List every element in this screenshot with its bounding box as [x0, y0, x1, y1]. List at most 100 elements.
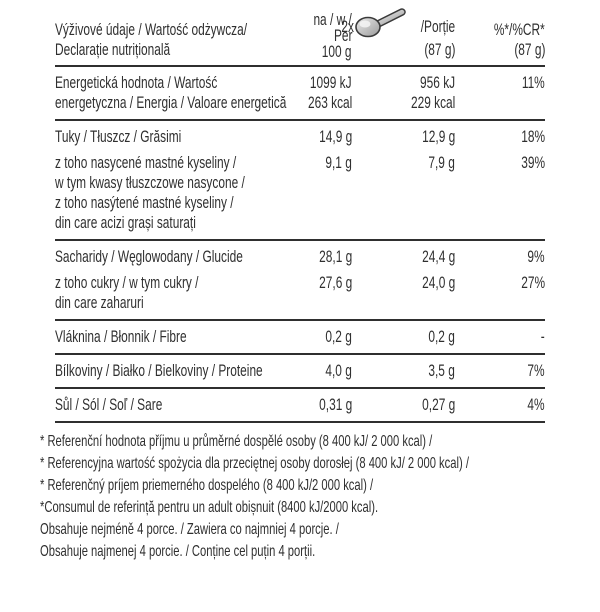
value-per-portion: 24,4 g [352, 247, 455, 267]
nutrition-table: Výživové údaje / Wartość odżywcza/ Decla… [55, 7, 545, 423]
footnote: * Referenčný príjem priemerného dospeléh… [40, 475, 600, 497]
row-group: Bílkoviny / Białko / Bielkoviny / Protei… [55, 355, 545, 389]
nutrient-label: z toho cukry / w tym cukry / din care zah… [55, 273, 252, 313]
value-per-100g: 0,2 g [252, 327, 352, 347]
table-row: z toho cukry / w tym cukry / din care zah… [55, 273, 545, 313]
nutrient-label-line-text: z toho nasýtené mastné kyseliny / [55, 193, 234, 212]
per-portion-value: 12,9 g [352, 127, 455, 147]
percent-value: 4% [455, 395, 545, 415]
value-per-portion: 0,2 g [352, 327, 455, 347]
percent-value: - [455, 327, 545, 347]
percent-weight: (87 g) [513, 40, 545, 59]
header-portion: 2x /Porție [341, 7, 455, 60]
footnote: *Consumul de referință pentru un adult o… [40, 497, 600, 519]
per-portion-value-text: 12,9 g [421, 127, 455, 146]
value-percent: 27% [455, 273, 545, 293]
value-per-100g: 9,1 g [252, 153, 352, 173]
percent-value-text: 18% [521, 127, 545, 146]
percent-value: 27% [455, 273, 545, 293]
per-100g-value-text: 0,31 g [318, 395, 352, 414]
value-per-100g: 4,0 g [252, 361, 352, 381]
footnote: * Referencyjna wartość spożycia dla prze… [40, 453, 600, 475]
footnotes: * Referenční hodnota příjmu u průměrné d… [40, 431, 600, 563]
table-row: Tuky / Tłuszcz / Grăsimi 14,9 g 12,9 g 18% [55, 127, 545, 147]
value-per-100g: 14,9 g [252, 127, 352, 147]
nutrient-label-line: Bílkoviny / Białko / Bielkoviny / Protei… [55, 361, 263, 381]
percent-value-text: 11% [522, 73, 545, 92]
per-portion-value: 0,2 g [352, 327, 455, 347]
per-portion-value: 956 kJ [352, 73, 455, 93]
per-portion-value-text: 24,0 g [421, 273, 455, 292]
per-portion-value: 7,9 g [352, 153, 455, 173]
nutrient-label-line-text: Sacharidy / Węglowodany / Glucide [55, 247, 243, 266]
value-percent: 9% [455, 247, 545, 267]
nutrient-label-line-text: z toho cukry / w tym cukry / [55, 273, 199, 292]
nutrient-label-line-text: energetyczna / Energia / Valoare energet… [55, 93, 287, 112]
nutrient-label: Bílkoviny / Białko / Bielkoviny / Protei… [55, 361, 263, 381]
per-100g-value: 0,2 g [252, 327, 352, 347]
nutrient-label: Sůl / Sól / Soľ / Sare [55, 395, 252, 415]
per-portion-value: 229 kcal [352, 93, 455, 113]
per-100g-value-text: 4,0 g [325, 361, 352, 380]
per-100g-value: 9,1 g [252, 153, 352, 173]
per-portion-value-text: 229 kcal [410, 93, 455, 112]
nutrient-label: z toho nasycené mastné kyseliny / w tym k… [55, 153, 252, 233]
per100-line: 100 g [322, 42, 352, 61]
value-per-100g: 27,6 g [252, 273, 352, 293]
percent-value: 9% [455, 247, 545, 267]
percent-value: 7% [455, 361, 545, 381]
value-per-portion: 12,9 g [352, 127, 455, 147]
value-percent: 11% [455, 73, 545, 93]
table-row: Vláknina / Błonnik / Fibre 0,2 g 0,2 g - [55, 327, 545, 347]
value-per-100g: 28,1 g [252, 247, 352, 267]
portion-qty: 2x [341, 17, 354, 36]
per-100g-value-text: 1099 kJ [310, 73, 352, 92]
footnote: Obsahuje najmenej 4 porcie. / Conține ce… [40, 541, 600, 563]
table-row: Energetická hodnota / Wartość energetyczn… [55, 73, 545, 113]
per-portion-value-text: 0,27 g [421, 395, 455, 414]
value-per-100g: 0,31 g [252, 395, 352, 415]
per-portion-value-text: 24,4 g [421, 247, 455, 266]
nutrient-label-line-text: z toho nasycené mastné kyseliny / [55, 153, 237, 172]
table-row: Sacharidy / Węglowodany / Glucide 28,1 g 2… [55, 247, 545, 267]
percent-value: 18% [455, 127, 545, 147]
nutrient-label-line: Tuky / Tłuszcz / Grăsimi [55, 127, 252, 147]
per-portion-value: 3,5 g [352, 361, 455, 381]
nutrient-label-line-text: Tuky / Tłuszcz / Grăsimi [55, 127, 182, 146]
footnote: Obsahuje nejméně 4 porce. / Zawiera co n… [40, 519, 600, 541]
row-group: Vláknina / Błonnik / Fibre 0,2 g 0,2 g - [55, 321, 545, 355]
row-group: Tuky / Tłuszcz / Grăsimi 14,9 g 12,9 g 18% z… [55, 121, 545, 241]
table-header: Výživové údaje / Wartość odżywcza/ Decla… [55, 7, 545, 67]
nutrient-label-line-text: w tym kwasy tłuszczowe nasycone / [55, 173, 245, 192]
per-portion-value-text: 7,9 g [428, 153, 455, 172]
per100-line: na / w / [313, 10, 352, 29]
value-per-portion: 0,27 g [352, 395, 455, 415]
per-100g-value: 4,0 g [252, 361, 352, 381]
nutrient-label: Vláknina / Błonnik / Fibre [55, 327, 252, 347]
value-percent: - [455, 327, 545, 347]
portion-label: /Porție [420, 17, 455, 36]
percent-value: 11% [455, 73, 545, 93]
nutrient-label-line: din care zaharuri [55, 293, 252, 313]
table-row: Bílkoviny / Białko / Bielkoviny / Protei… [55, 361, 545, 381]
percent-value-text: 4% [527, 395, 545, 414]
per-portion-value: 24,4 g [352, 247, 455, 267]
nutrient-label: Tuky / Tłuszcz / Grăsimi [55, 127, 252, 147]
nutrient-label-line-text: Vláknina / Błonnik / Fibre [55, 327, 187, 346]
nutrient-label-line: Vláknina / Błonnik / Fibre [55, 327, 252, 347]
row-group: Energetická hodnota / Wartość energetyczn… [55, 67, 545, 121]
per-100g-value: 28,1 g [252, 247, 352, 267]
footnote: * Referenční hodnota příjmu u průměrné d… [40, 431, 600, 453]
footnote-text: *Consumul de referință pentru un adult o… [40, 499, 379, 516]
percent-label: %*/%CR* [494, 20, 545, 39]
value-percent: 7% [455, 361, 545, 381]
per-100g-value-text: 28,1 g [318, 247, 352, 266]
per100-line: Per [333, 26, 352, 45]
percent-value: 39% [455, 153, 545, 173]
nutrient-label: Sacharidy / Węglowodany / Glucide [55, 247, 252, 267]
value-per-portion: 24,0 g [352, 273, 455, 293]
nutrient-label-line: z toho cukry / w tym cukry / [55, 273, 252, 293]
percent-value-text: 9% [527, 247, 545, 266]
table-row: z toho nasycené mastné kyseliny / w tym k… [55, 153, 545, 233]
per-100g-value-text: 263 kcal [307, 93, 352, 112]
